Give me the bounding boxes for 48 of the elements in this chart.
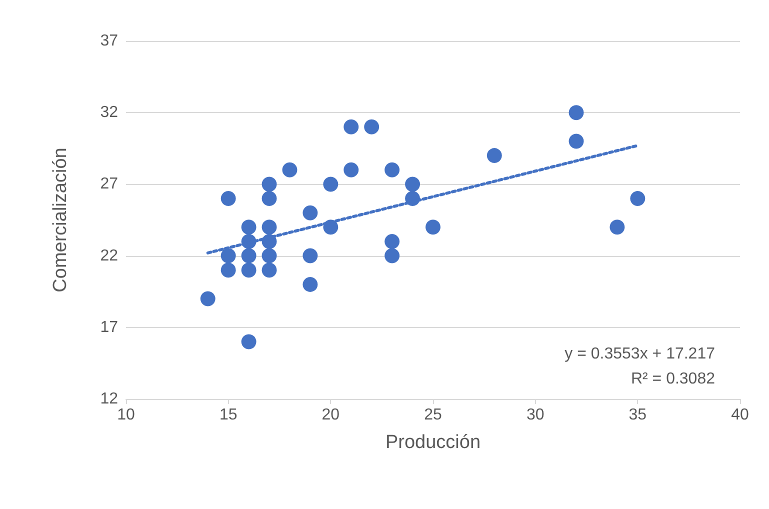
x-tick-label: 20: [322, 406, 340, 424]
y-tick-label: 32: [100, 104, 118, 122]
y-tick-label: 22: [100, 247, 118, 264]
point: [344, 119, 359, 134]
x-tick-label: 35: [628, 406, 647, 424]
point: [220, 191, 236, 206]
point: [262, 191, 277, 206]
x-tick-label: 30: [526, 406, 544, 424]
point: [262, 176, 277, 192]
point: [610, 220, 625, 235]
point: [302, 276, 318, 292]
annotation: y = 0.3553x + 17.217: [564, 346, 716, 362]
point: [323, 176, 338, 192]
y-axis-title: Comercialización: [50, 148, 71, 292]
y-tick-label: 12: [100, 390, 118, 408]
point: [200, 291, 216, 306]
y-tick-label: 17: [100, 318, 118, 336]
annotation: R² = 0.3082: [630, 370, 716, 388]
point: [568, 134, 584, 149]
point: [302, 205, 318, 220]
point: [220, 262, 236, 278]
point: [384, 162, 400, 178]
point: [302, 248, 318, 264]
point: [262, 248, 277, 264]
x-tick-label: 40: [731, 406, 749, 424]
point: [344, 162, 359, 178]
point: [241, 248, 256, 264]
x-tick-label: 25: [424, 406, 442, 424]
point: [241, 262, 256, 278]
point: [568, 105, 584, 120]
point: [405, 176, 420, 192]
point: [241, 220, 256, 235]
point: [426, 220, 440, 235]
y-tick-label: 37: [100, 32, 118, 50]
point: [241, 334, 256, 350]
point: [282, 162, 298, 178]
y-tick-label: 27: [100, 176, 118, 193]
point: [630, 191, 646, 206]
point: [384, 248, 400, 264]
point: [384, 234, 400, 249]
point: [364, 119, 380, 134]
x-tick-label: 15: [219, 406, 238, 424]
point: [486, 148, 502, 164]
point: [220, 248, 236, 264]
x-axis-title: Producción: [385, 432, 481, 453]
point: [262, 262, 277, 278]
x-tick-label: 10: [117, 406, 135, 424]
point: [262, 220, 277, 235]
